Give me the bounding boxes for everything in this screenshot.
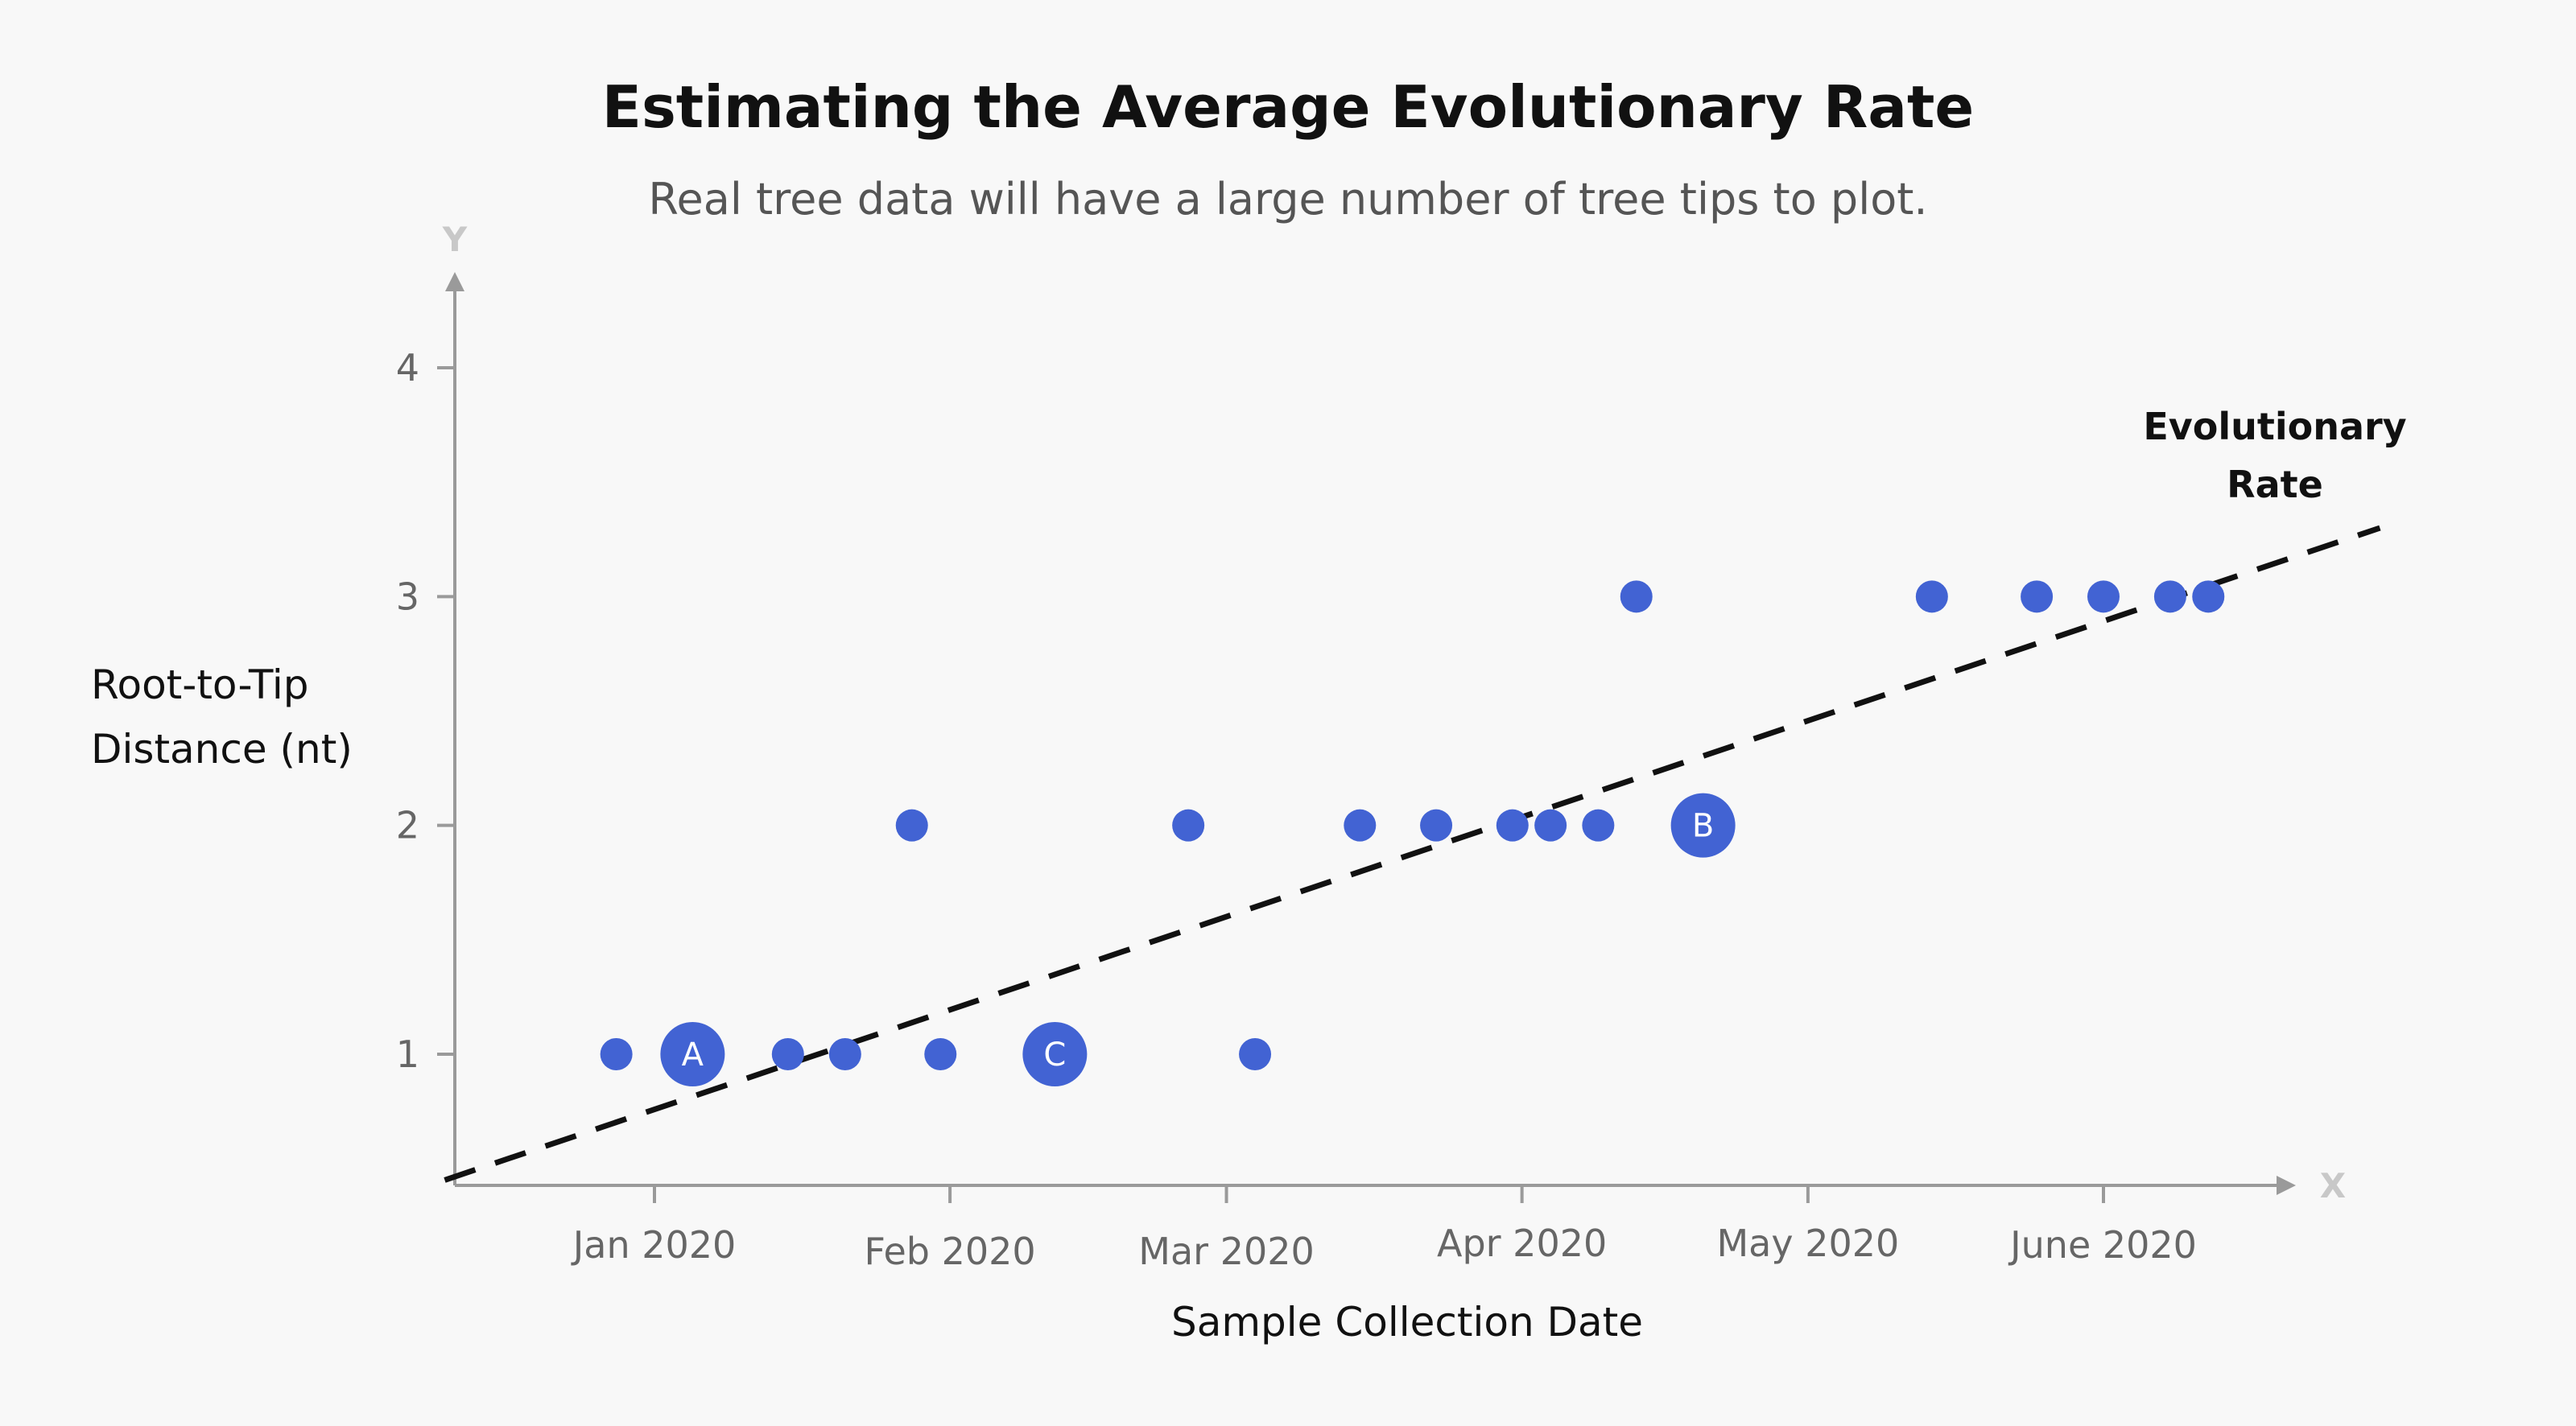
evolutionary-rate-trendline — [444, 525, 2381, 1183]
data-point-label: B — [1692, 808, 1714, 845]
data-point — [1496, 809, 1529, 842]
data-point — [771, 1038, 804, 1070]
chart-title: Estimating the Average Evolutionary Rate — [602, 73, 1974, 141]
data-point — [828, 1038, 861, 1070]
data-point — [1915, 580, 1948, 613]
x-tick-label: Jan 2020 — [571, 1223, 737, 1267]
y-tick-label: 4 — [396, 346, 419, 389]
data-point-b — [1670, 793, 1736, 858]
data-point — [2021, 580, 2054, 613]
data-point — [1344, 809, 1377, 842]
data-point — [1420, 809, 1453, 842]
y-axis-arrow — [445, 272, 464, 291]
data-point-label: A — [682, 1037, 704, 1074]
data-point — [1582, 809, 1615, 842]
x-tick-label: Feb 2020 — [865, 1230, 1036, 1273]
x-tick-label: Mar 2020 — [1138, 1230, 1314, 1273]
y-axis-letter: Y — [442, 220, 468, 259]
data-points: A C B — [600, 580, 2225, 1086]
data-point — [924, 1038, 957, 1070]
y-axis-title-line-2: Distance (nt) — [91, 726, 353, 773]
data-point-label: C — [1043, 1037, 1066, 1074]
data-point — [600, 1038, 633, 1070]
data-point — [1620, 580, 1653, 613]
data-point — [895, 809, 928, 842]
trendline-label-line-2: Rate — [2227, 463, 2323, 506]
x-axis-title: Sample Collection Date — [1171, 1299, 1643, 1346]
data-point — [2153, 580, 2186, 613]
x-tick-label: May 2020 — [1716, 1222, 1899, 1265]
data-point — [1239, 1038, 1272, 1070]
y-tick-label: 1 — [396, 1032, 419, 1076]
axes: Y X — [442, 220, 2346, 1206]
data-point-c — [1022, 1022, 1088, 1086]
x-ticks: Jan 2020 Feb 2020 Mar 2020 Apr 2020 May 2020… — [571, 1185, 2197, 1273]
x-tick-label: Apr 2020 — [1437, 1222, 1607, 1265]
x-axis-letter: X — [2320, 1166, 2346, 1206]
y-ticks: 1 2 3 4 — [396, 346, 455, 1076]
y-tick-label: 2 — [396, 804, 419, 847]
chart-subtitle: Real tree data will have a large number … — [648, 174, 1927, 225]
x-axis-arrow — [2277, 1176, 2296, 1195]
data-point — [2192, 580, 2225, 613]
data-point-a — [660, 1022, 725, 1086]
data-point — [2087, 580, 2120, 613]
trendline-label-line-1: Evolutionary — [2143, 405, 2406, 448]
data-point — [1534, 809, 1567, 842]
data-point — [1172, 809, 1205, 842]
x-tick-label: June 2020 — [2008, 1223, 2197, 1267]
y-axis-title-line-1: Root-to-Tip — [91, 661, 309, 708]
y-tick-label: 3 — [396, 575, 419, 618]
